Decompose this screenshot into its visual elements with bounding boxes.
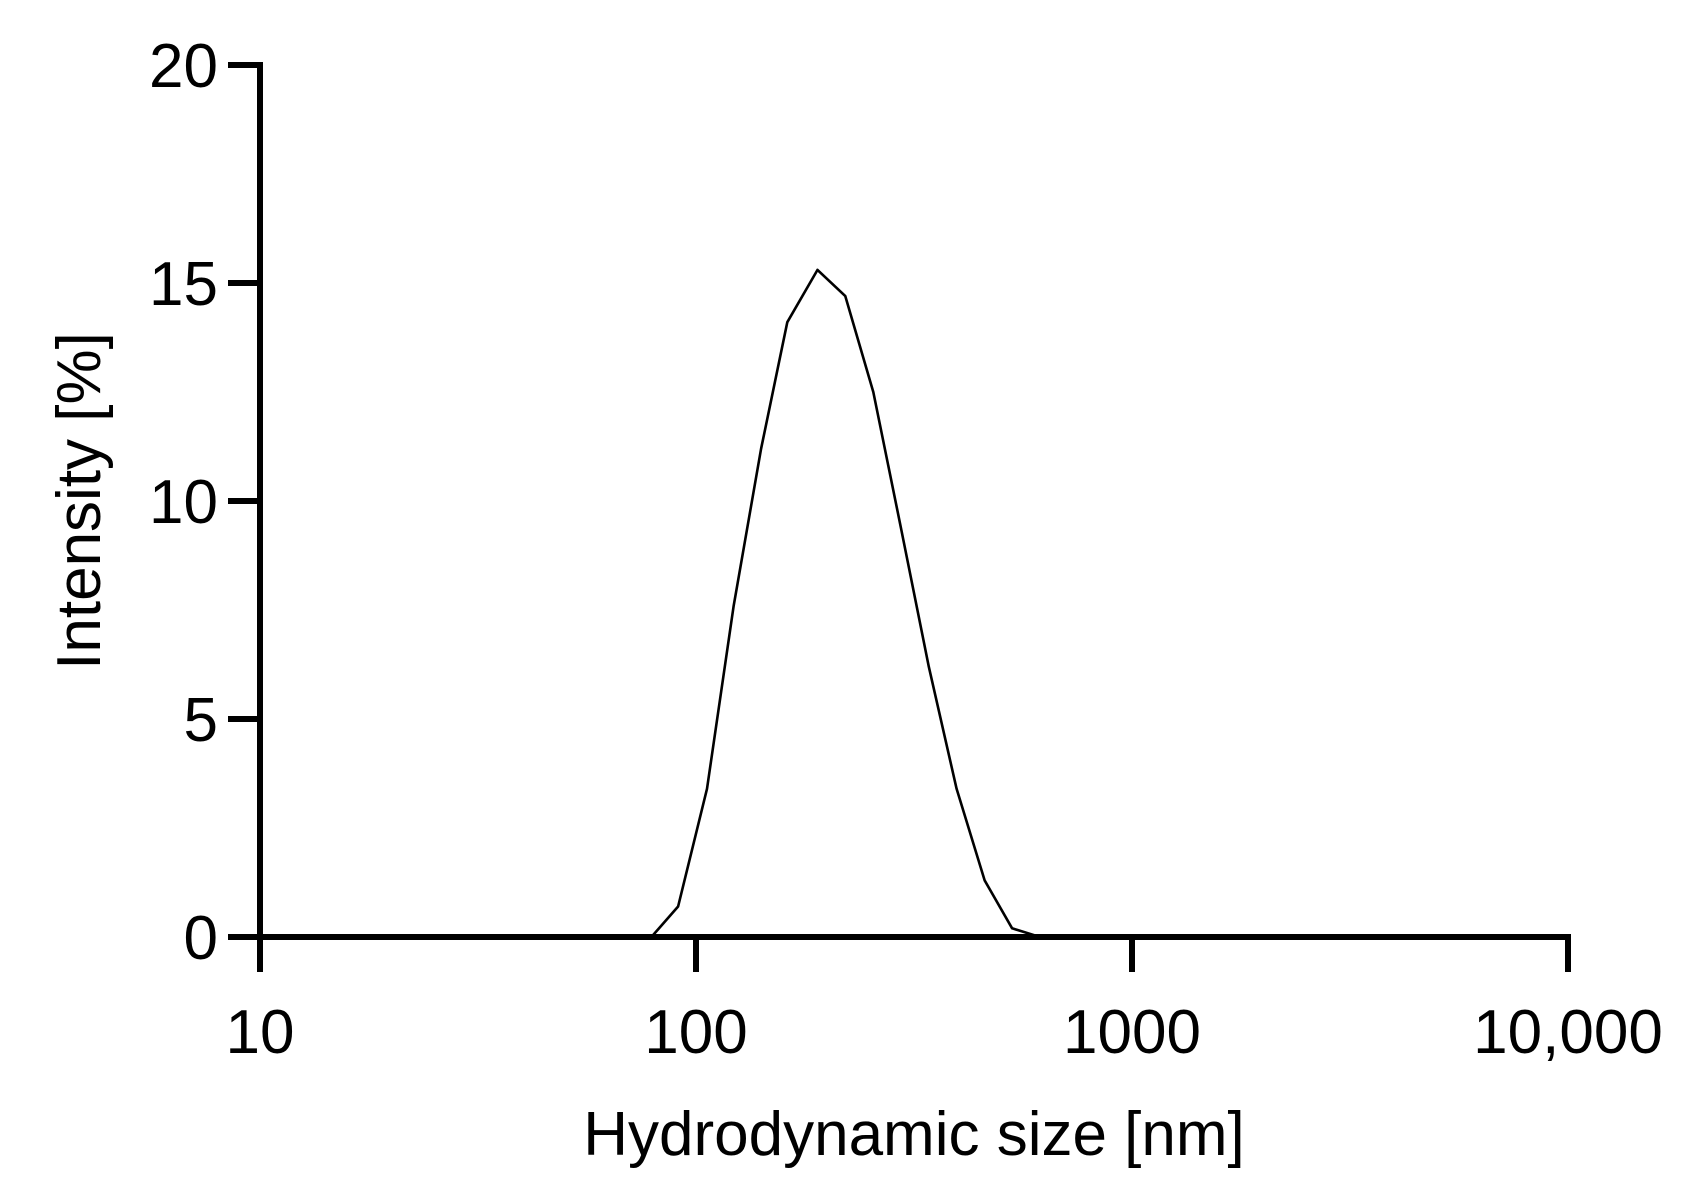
y-tick-label: 10: [149, 468, 218, 537]
axes-layer: [257, 62, 1571, 940]
y-axis-title: Intensity [%]: [45, 332, 114, 670]
x-tick-label: 10: [226, 998, 295, 1067]
series-layer: [260, 268, 1568, 939]
x-tick-label: 1000: [1063, 998, 1201, 1067]
ticks-layer: 0 5 10 15 20 10 100 1000 10,000: [149, 32, 1663, 1067]
y-tick-label: 15: [149, 250, 218, 319]
y-tick-label: 5: [184, 686, 218, 755]
y-tick-label: 0: [184, 904, 218, 973]
x-axis-title: Hydrodynamic size [nm]: [583, 1100, 1245, 1169]
series-line: [260, 268, 1568, 939]
y-tick-label: 20: [149, 32, 218, 101]
x-tick-label: 100: [644, 998, 747, 1067]
x-tick-label: 10,000: [1473, 998, 1663, 1067]
